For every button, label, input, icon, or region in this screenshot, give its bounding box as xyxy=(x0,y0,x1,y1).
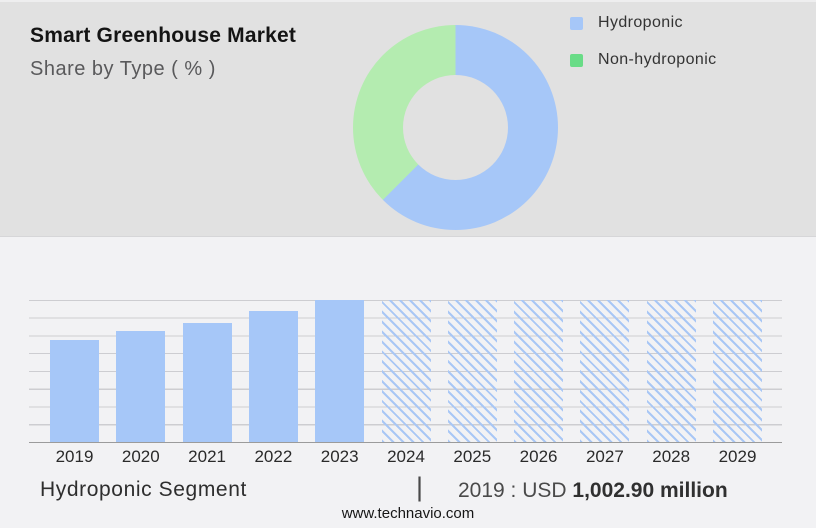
legend-marker-green-icon xyxy=(570,53,583,67)
x-tick-2026: 2026 xyxy=(519,447,558,466)
x-tick-2028: 2028 xyxy=(652,447,691,466)
x-tick-2019: 2019 xyxy=(55,447,94,466)
bar-2023 xyxy=(315,300,365,442)
bar-2021 xyxy=(182,323,232,442)
bar-2025-forecast xyxy=(447,300,497,442)
legend-label: Hydroponic xyxy=(598,14,683,31)
bar-2029-forecast xyxy=(713,300,762,442)
bar-2028-forecast xyxy=(646,300,696,442)
x-tick-2023: 2023 xyxy=(320,447,359,466)
legend-marker-blue-icon xyxy=(570,16,583,30)
legend-label: Non-hydroponic xyxy=(598,51,717,68)
website-link[interactable]: www.technavio.com xyxy=(341,505,475,522)
x-tick-2020: 2020 xyxy=(121,447,160,466)
bar-2026-forecast xyxy=(514,300,564,442)
x-tick-2022: 2022 xyxy=(254,447,293,466)
legend: Hydroponic Non-hydroponic xyxy=(570,12,717,86)
legend-item-hydroponic: Hydroponic xyxy=(570,12,717,34)
page-title: Smart Greenhouse Market xyxy=(30,24,297,47)
x-tick-2029: 2029 xyxy=(718,447,757,466)
x-tick-2024: 2024 xyxy=(387,447,425,466)
x-tick-2025: 2025 xyxy=(453,447,492,466)
footer-value-amount: 1,002.90 million xyxy=(572,479,728,502)
bar-2022 xyxy=(248,311,298,442)
bar-chart-plot-area xyxy=(29,300,782,443)
legend-item-non-hydroponic: Non-hydroponic xyxy=(570,49,717,71)
donut-chart xyxy=(353,25,558,230)
header: Smart Greenhouse Market Share by Type ( … xyxy=(30,24,296,81)
bar-2019 xyxy=(50,340,99,442)
footer-value-prefix: 2019 : USD xyxy=(458,479,573,502)
footer-value: 2019 : USD 1,002.90 million xyxy=(458,479,728,503)
donut-hole xyxy=(403,75,508,180)
bar-2024-forecast xyxy=(381,300,431,442)
segment-label: Hydroponic Segment xyxy=(40,478,247,501)
bar-2027-forecast xyxy=(580,300,630,442)
x-tick-2027: 2027 xyxy=(585,447,624,466)
x-tick-2021: 2021 xyxy=(188,447,226,466)
bar-2020 xyxy=(116,331,166,442)
footer-separator: | xyxy=(416,472,424,502)
page-subtitle: Share by Type ( % ) xyxy=(30,58,216,80)
